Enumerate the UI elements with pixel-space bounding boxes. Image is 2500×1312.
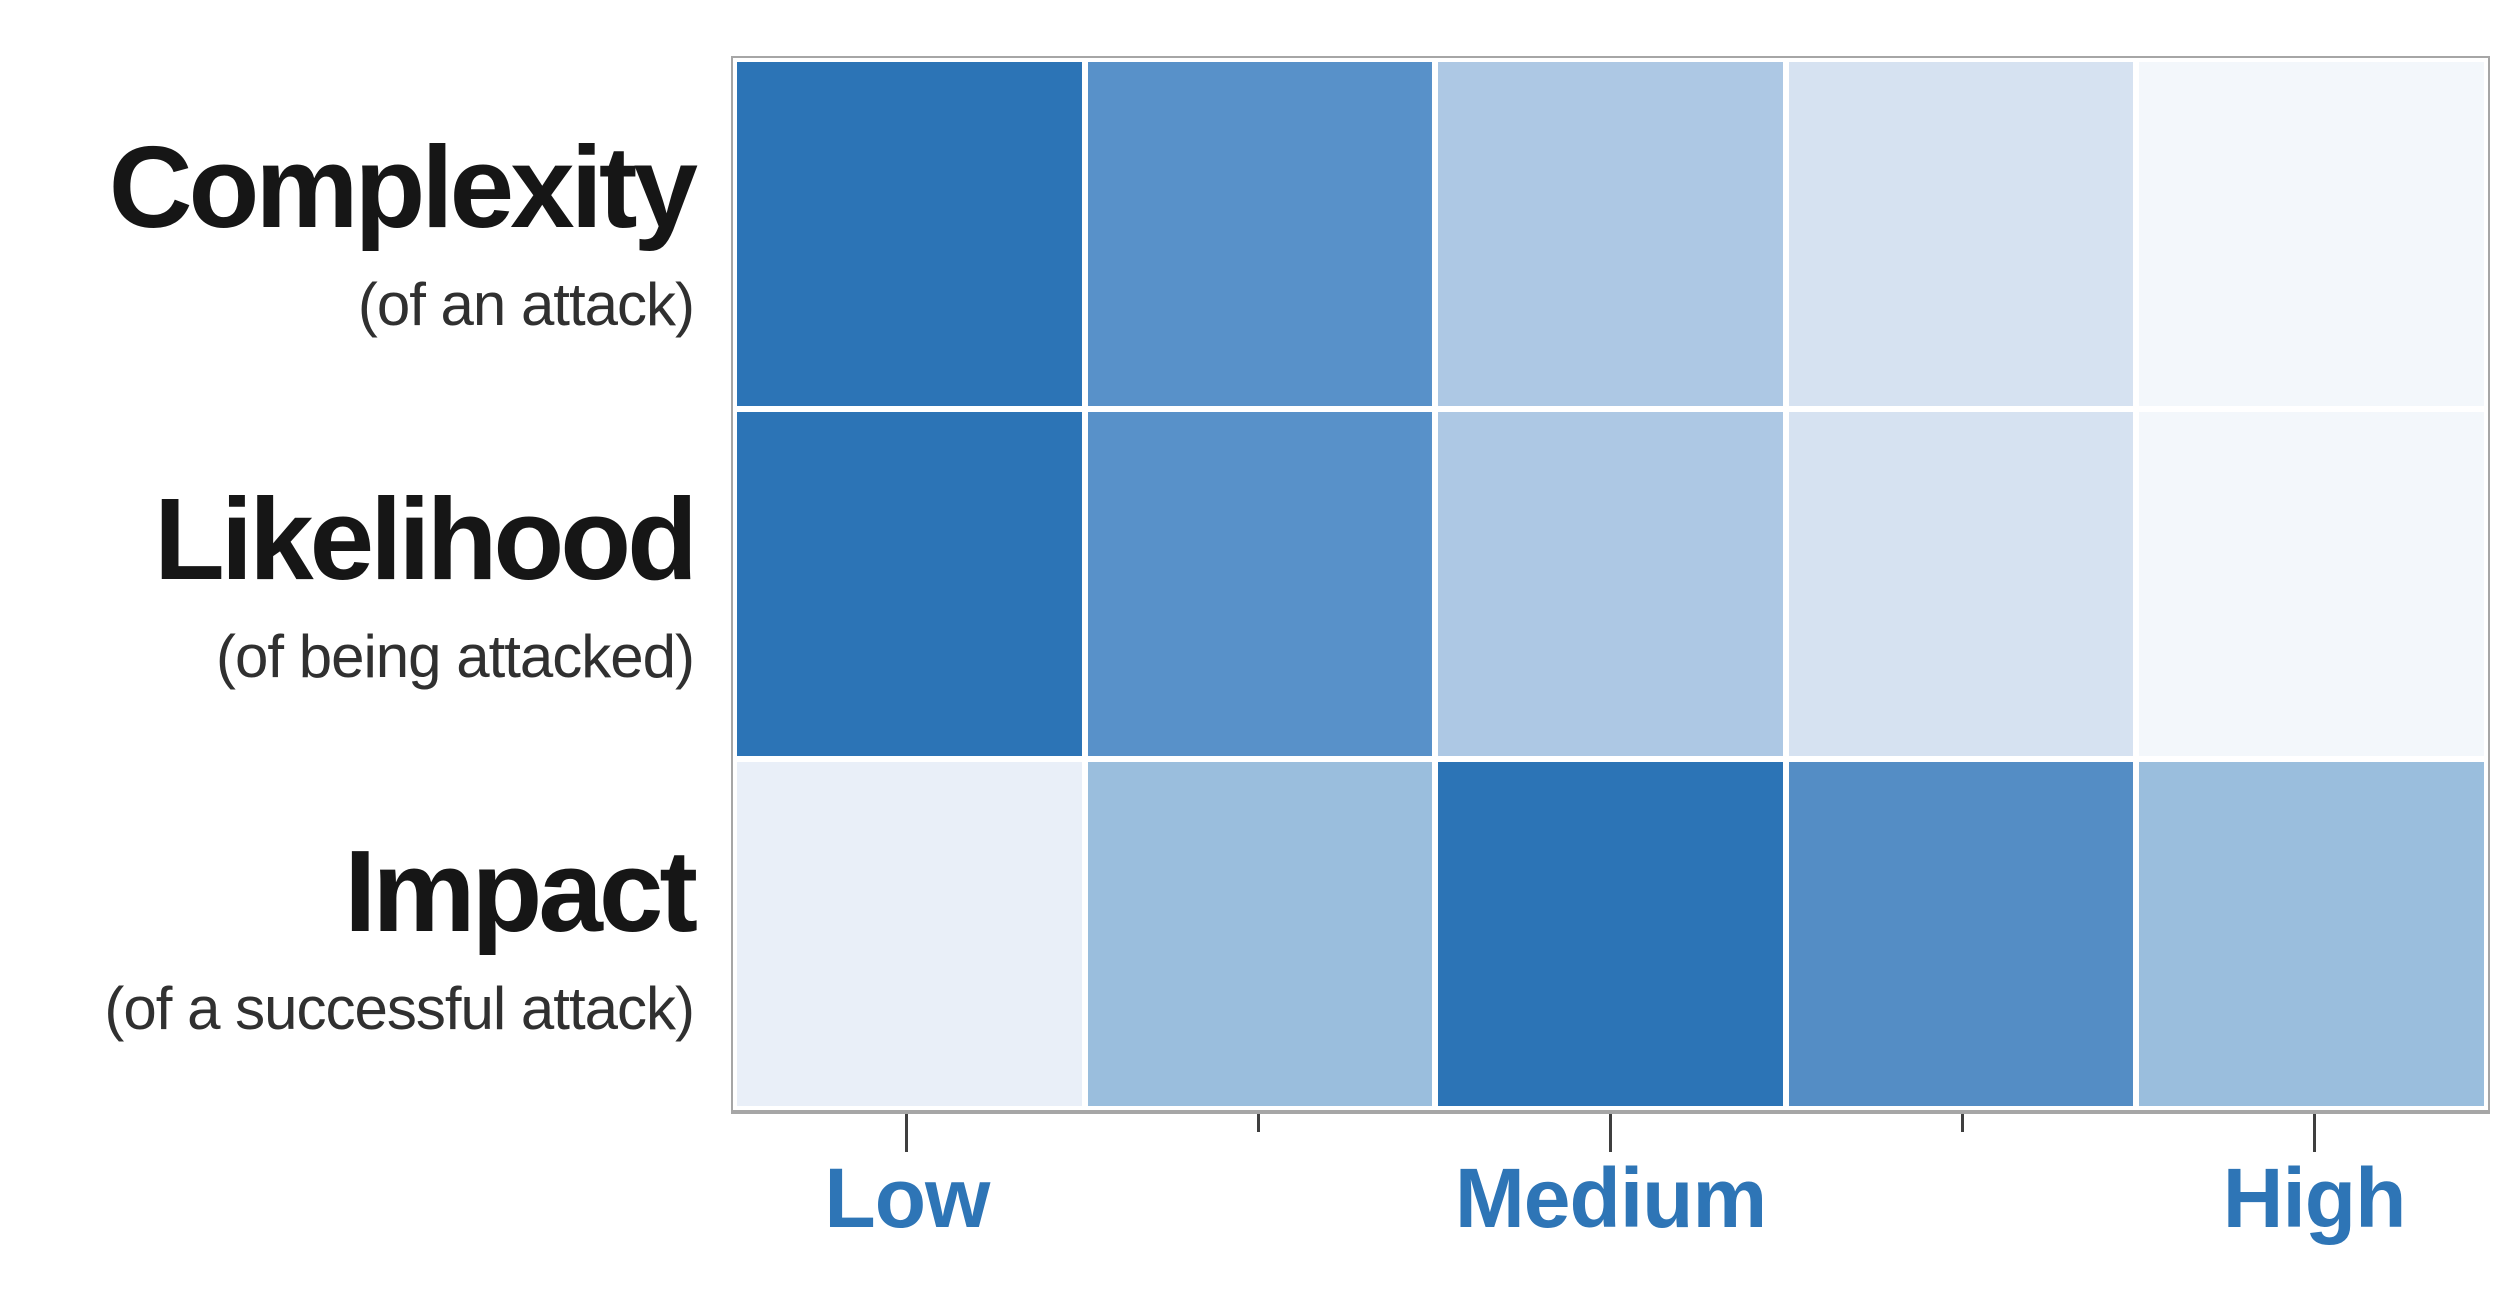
heatmap-cell-r2c0: [737, 762, 1082, 1106]
heatmap-cell-r1c0: [737, 412, 1082, 756]
heatmap-cell-r2c3: [1788, 762, 2134, 1106]
row-label-title: Likelihood: [154, 474, 698, 604]
heatmap-cell-r1c1: [1087, 412, 1433, 756]
heatmap-cell-r1c3: [1788, 412, 2134, 756]
x-axis-tick-0: [905, 1114, 909, 1152]
heatmap-cell-r2c2: [1438, 762, 1783, 1106]
heatmap-cell-r0c0: [737, 62, 1082, 406]
heatmap-grid: [731, 56, 2490, 1112]
row-label-complexity: Complexity (of an attack): [108, 122, 698, 338]
row-label-subtitle: (of a successful attack): [104, 975, 695, 1042]
x-axis-line: [731, 1110, 2490, 1114]
heatmap-cell-r0c3: [1788, 62, 2134, 406]
row-label-impact: Impact (of a successful attack): [104, 826, 698, 1042]
x-axis-tick-2: [1609, 1114, 1612, 1152]
x-axis-label-high: High: [2222, 1151, 2407, 1245]
x-axis-label-low: Low: [824, 1151, 990, 1245]
heatmap-cell-r0c1: [1087, 62, 1433, 406]
row-label-title: Impact: [344, 826, 698, 956]
heatmap-cell-r2c1: [1087, 762, 1433, 1106]
row-label-likelihood: Likelihood (of being attacked): [154, 474, 698, 690]
heatmap-cell-r1c4: [2139, 412, 2484, 756]
heatmap-cell-r0c4: [2139, 62, 2484, 406]
x-axis-tick-1: [1257, 1114, 1261, 1132]
heatmap-cell-r2c4: [2139, 762, 2484, 1106]
row-label-subtitle: (of an attack): [357, 271, 695, 338]
row-label-subtitle: (of being attacked): [216, 623, 695, 690]
x-axis-tick-3: [1960, 1114, 1964, 1132]
x-axis-label-medium: Medium: [1454, 1151, 1767, 1245]
x-axis-tick-4: [2312, 1114, 2316, 1152]
heatmap-cell-r1c2: [1438, 412, 1783, 756]
row-label-title: Complexity: [108, 122, 698, 252]
heatmap-cell-r0c2: [1438, 62, 1783, 406]
